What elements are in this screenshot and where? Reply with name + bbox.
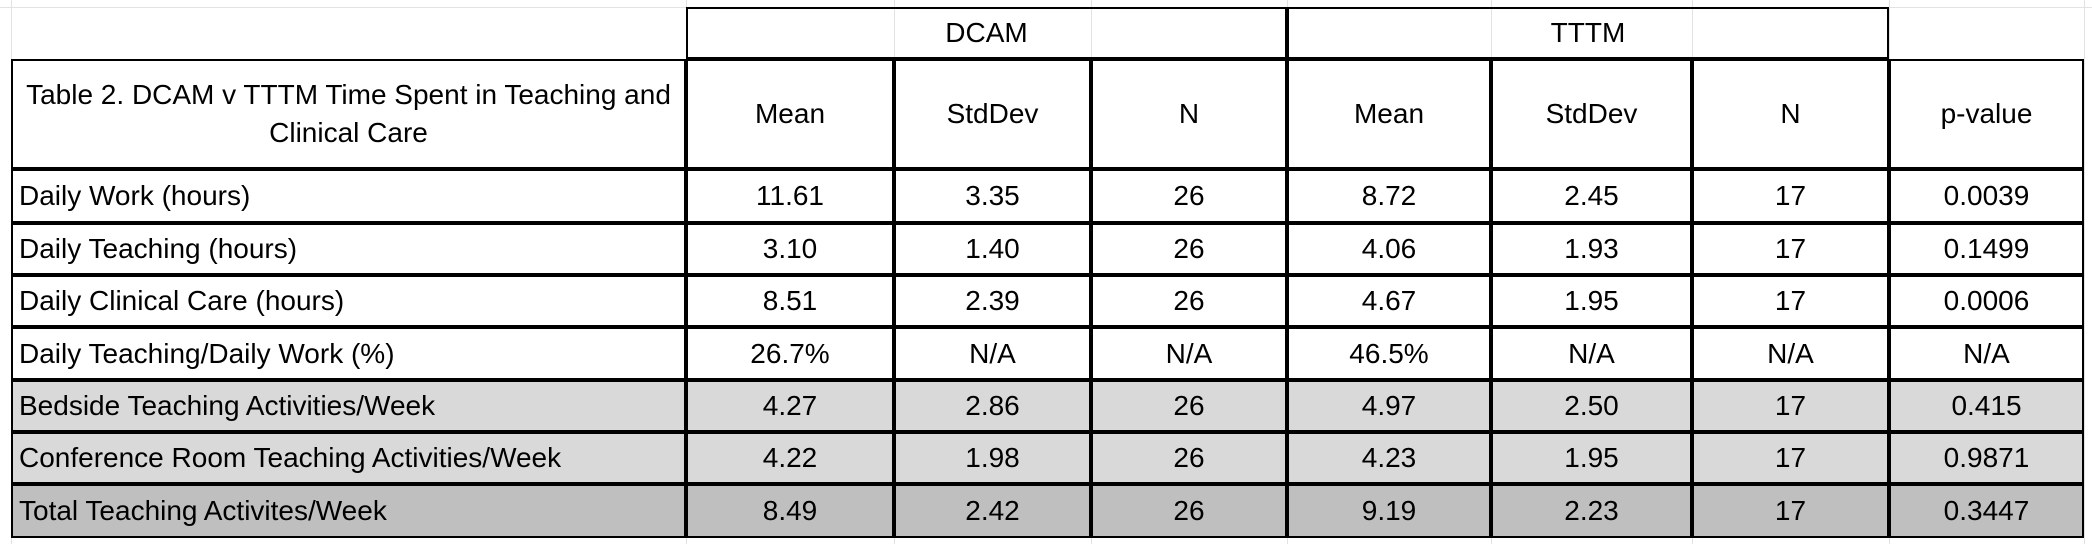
table-cell: 4.67 — [1287, 275, 1491, 327]
table-cell: 1.95 — [1491, 275, 1692, 327]
table-cell: 17 — [1692, 484, 1889, 538]
table-cell: 1.40 — [894, 223, 1091, 275]
table-cell: N/A — [1491, 327, 1692, 380]
table-cell: 9.19 — [1287, 484, 1491, 538]
table-cell: N/A — [1091, 327, 1287, 380]
row-label: Daily Clinical Care (hours) — [11, 275, 686, 327]
group-header: TTTM — [1287, 7, 1889, 59]
table-cell: 1.93 — [1491, 223, 1692, 275]
table-cell: 0.0006 — [1889, 275, 2084, 327]
table-cell: 26 — [1091, 484, 1287, 538]
column-header: Mean — [1287, 59, 1491, 169]
table-cell: 3.10 — [686, 223, 894, 275]
row-label: Bedside Teaching Activities/Week — [11, 380, 686, 432]
row-label: Daily Teaching (hours) — [11, 223, 686, 275]
row-label: Total Teaching Activites/Week — [11, 484, 686, 538]
column-header: N — [1091, 59, 1287, 169]
table-cell: 2.39 — [894, 275, 1091, 327]
table-cell: 0.1499 — [1889, 223, 2084, 275]
table-cell: 2.50 — [1491, 380, 1692, 432]
table-cell: 17 — [1692, 275, 1889, 327]
row-label: Daily Work (hours) — [11, 169, 686, 223]
table-cell: 4.27 — [686, 380, 894, 432]
table-cell: 1.98 — [894, 432, 1091, 484]
table-cell: 0.3447 — [1889, 484, 2084, 538]
table-cell: 8.51 — [686, 275, 894, 327]
table-cell: 26 — [1091, 169, 1287, 223]
table-cell: 0.9871 — [1889, 432, 2084, 484]
table-cell: 26 — [1091, 432, 1287, 484]
table-cell: 8.72 — [1287, 169, 1491, 223]
table-cell: 46.5% — [1287, 327, 1491, 380]
table-cell: 4.23 — [1287, 432, 1491, 484]
table-cell: 4.06 — [1287, 223, 1491, 275]
table-cell: 26 — [1091, 223, 1287, 275]
table-cell: 17 — [1692, 169, 1889, 223]
table-cell: 4.22 — [686, 432, 894, 484]
table-cell: 3.35 — [894, 169, 1091, 223]
table-title: Table 2. DCAM v TTTM Time Spent in Teach… — [11, 59, 686, 169]
column-header: N — [1692, 59, 1889, 169]
table-cell: 0.0039 — [1889, 169, 2084, 223]
table-cell: N/A — [894, 327, 1091, 380]
table-cell: 26 — [1091, 380, 1287, 432]
table-cell: 2.86 — [894, 380, 1091, 432]
table-cell: 2.23 — [1491, 484, 1692, 538]
column-header: Mean — [686, 59, 894, 169]
table-cell: 17 — [1692, 380, 1889, 432]
table-cell: 17 — [1692, 223, 1889, 275]
gridline — [2084, 0, 2085, 544]
table-cell: 4.97 — [1287, 380, 1491, 432]
table-cell: 2.45 — [1491, 169, 1692, 223]
table-cell: 17 — [1692, 432, 1889, 484]
group-header: DCAM — [686, 7, 1287, 59]
table-cell: N/A — [1692, 327, 1889, 380]
table-cell: 0.415 — [1889, 380, 2084, 432]
table-cell: 11.61 — [686, 169, 894, 223]
table-cell: 26 — [1091, 275, 1287, 327]
table-cell: 8.49 — [686, 484, 894, 538]
row-label: Daily Teaching/Daily Work (%) — [11, 327, 686, 380]
column-header: StdDev — [1491, 59, 1692, 169]
table-cell: 26.7% — [686, 327, 894, 380]
table-cell: N/A — [1889, 327, 2084, 380]
table-cell: 1.95 — [1491, 432, 1692, 484]
table-cell: 2.42 — [894, 484, 1091, 538]
column-header: p-value — [1889, 59, 2084, 169]
column-header: StdDev — [894, 59, 1091, 169]
row-label: Conference Room Teaching Activities/Week — [11, 432, 686, 484]
